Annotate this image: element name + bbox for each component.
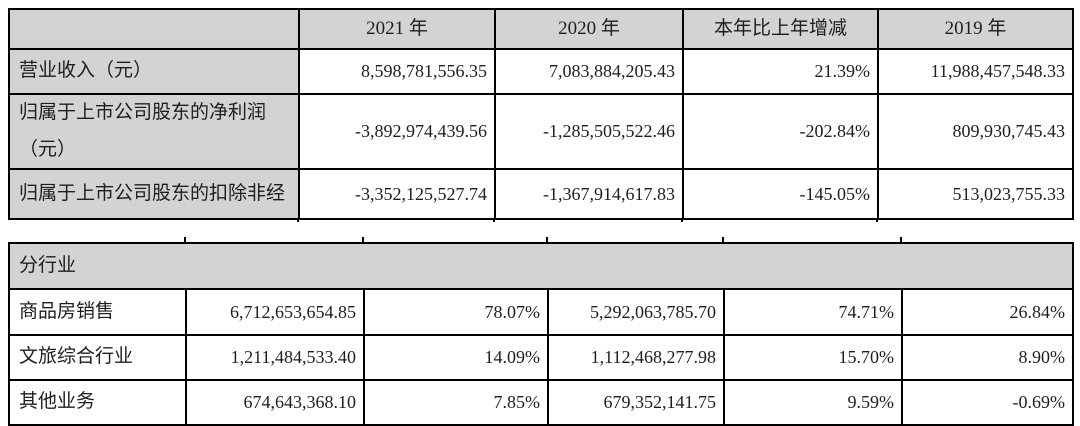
value-amount-prior: 5,292,063,785.70 (547, 288, 725, 336)
table-row-revenue: 营业收入（元） 8,598,781,556.35 7,083,884,205.4… (8, 48, 1074, 95)
value-amount-current: 674,643,368.10 (185, 379, 365, 426)
value-yoy-change: -202.84% (682, 93, 879, 170)
value-share-prior: 15.70% (723, 334, 903, 381)
value-yoy-change: 8.90% (900, 334, 1075, 381)
row-label: 文旅综合行业 (8, 334, 187, 381)
column-divider-stub (900, 237, 902, 242)
column-divider-stub (493, 218, 495, 222)
column-divider-stub (722, 237, 724, 242)
header-year-2020: 2020 年 (494, 8, 684, 50)
value-share-prior: 9.59% (723, 379, 903, 426)
column-divider-stub (876, 218, 878, 222)
value-amount-current: 6,712,653,654.85 (185, 288, 365, 336)
table-row-net-profit: 归属于上市公司股东的净利润 （元） -3,892,974,439.56 -1,2… (8, 93, 1074, 170)
column-divider-stub (362, 237, 364, 242)
table-row-deducted-profit: 归属于上市公司股东的扣除非经 -3,352,125,527.74 -1,367,… (8, 168, 1074, 220)
value-2020: -1,285,505,522.46 (494, 93, 684, 170)
value-2019: 513,023,755.33 (877, 168, 1074, 220)
value-yoy-change: 21.39% (682, 48, 879, 95)
value-2021: -3,352,125,527.74 (298, 168, 496, 220)
header-empty-cell (8, 8, 300, 50)
row-label: 归属于上市公司股东的扣除非经 (8, 168, 300, 220)
yearly-financials-table: 2021 年 2020 年 本年比上年增减 2019 年 营业收入（元） 8,5… (8, 8, 1074, 220)
value-share-current: 78.07% (363, 288, 549, 336)
column-divider-stub (546, 237, 548, 242)
table-row-other-business: 其他业务 674,643,368.10 7.85% 679,352,141.75… (8, 379, 1075, 426)
header-year-2021: 2021 年 (298, 8, 496, 50)
value-amount-current: 1,211,484,533.40 (185, 334, 365, 381)
table-header-row: 2021 年 2020 年 本年比上年增减 2019 年 (8, 8, 1074, 50)
column-divider-stub (297, 218, 299, 222)
value-2021: 8,598,781,556.35 (298, 48, 496, 95)
value-yoy-change: 26.84% (900, 288, 1075, 336)
section-header-by-industry: 分行业 (7, 242, 1075, 290)
industry-breakdown-table: 分行业 商品房销售 6,712,653,654.85 78.07% 5,292,… (7, 242, 1075, 426)
table-row-commodity-housing: 商品房销售 6,712,653,654.85 78.07% 5,292,063,… (8, 288, 1075, 336)
column-divider-stub (681, 218, 683, 222)
value-2021: -3,892,974,439.56 (298, 93, 496, 170)
value-yoy-change: -0.69% (900, 379, 1075, 426)
value-2020: -1,367,914,617.83 (494, 168, 684, 220)
value-share-prior: 74.71% (723, 288, 903, 336)
value-2019: 809,930,745.43 (877, 93, 1074, 170)
value-2020: 7,083,884,205.43 (494, 48, 684, 95)
value-share-current: 7.85% (363, 379, 549, 426)
table-row-culture-tourism: 文旅综合行业 1,211,484,533.40 14.09% 1,112,468… (8, 334, 1075, 381)
row-label: 归属于上市公司股东的净利润 （元） (8, 93, 300, 170)
row-label: 营业收入（元） (8, 48, 300, 95)
column-divider-stub (184, 237, 186, 242)
section-header-row: 分行业 (7, 242, 1075, 290)
value-share-current: 14.09% (363, 334, 549, 381)
header-year-2019: 2019 年 (877, 8, 1074, 50)
row-label: 其他业务 (8, 379, 187, 426)
value-2019: 11,988,457,548.33 (877, 48, 1074, 95)
value-amount-prior: 1,112,468,277.98 (547, 334, 725, 381)
header-yoy-change: 本年比上年增减 (682, 8, 879, 50)
value-yoy-change: -145.05% (682, 168, 879, 220)
value-amount-prior: 679,352,141.75 (547, 379, 725, 426)
row-label: 商品房销售 (8, 288, 187, 336)
